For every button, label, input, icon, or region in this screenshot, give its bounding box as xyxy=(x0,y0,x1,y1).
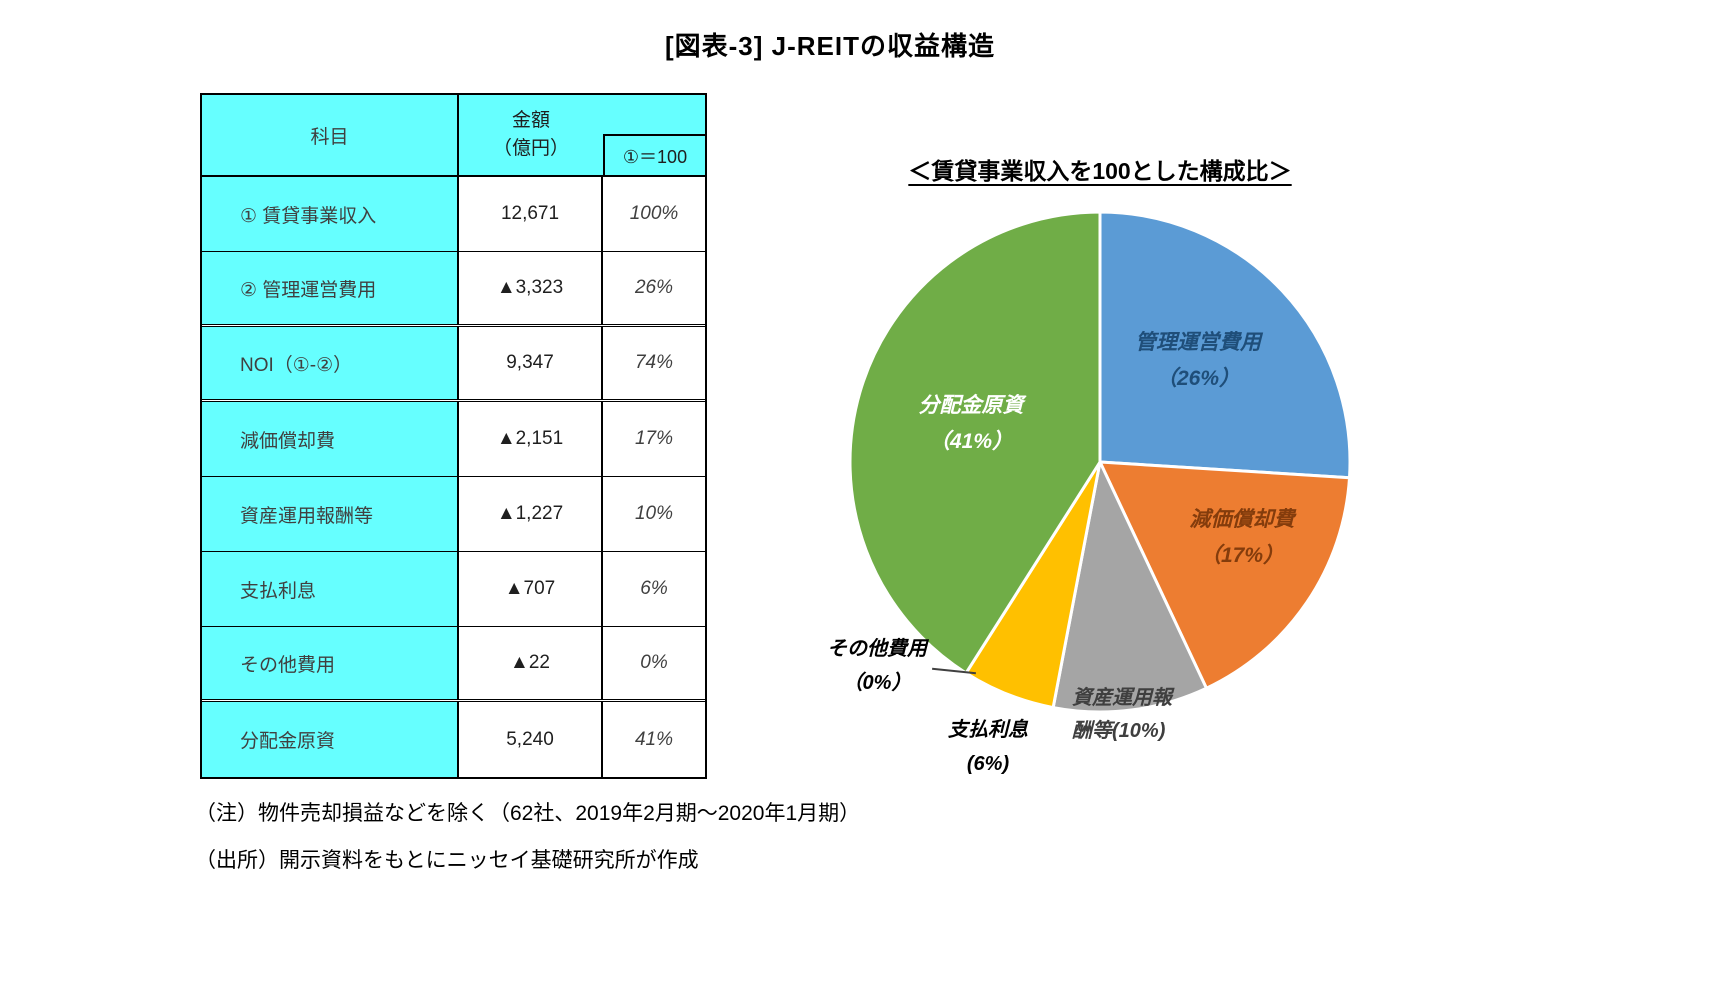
table-header-row: 科目 金額 （億円） ①＝100 xyxy=(202,95,705,177)
table-row-noi: NOI（①-②） 9,347 74% xyxy=(202,327,705,402)
pie-label-other-cost: その他費用 （0%） xyxy=(812,632,942,700)
income-structure-table: 科目 金額 （億円） ①＝100 ① 賃貸事業収入 12,671 100% ② … xyxy=(200,93,707,779)
row-label: 資産運用報酬等 xyxy=(202,477,459,551)
note-scope: （注）物件売却損益などを除く（62社、2019年2月期～2020年1月期） xyxy=(195,802,861,825)
row-ratio: 41% xyxy=(603,702,705,777)
header-index-cell: ①＝100 xyxy=(603,95,705,175)
pie-label-management-cost: 管理運営費用 （26%） xyxy=(1118,325,1278,396)
header-amount: 金額 （億円） xyxy=(459,95,603,175)
pie-label-distribution: 分配金原資 （41%） xyxy=(891,388,1051,459)
row-label: 分配金原資 xyxy=(202,702,459,777)
row-label: 支払利息 xyxy=(202,552,459,626)
header-item: 科目 xyxy=(202,95,459,175)
table-row-depreciation: 減価償却費 ▲2,151 17% xyxy=(202,402,705,477)
pie-slice-2 xyxy=(1051,460,1208,714)
row-ratio: 100% xyxy=(603,177,705,251)
row-label: 減価償却費 xyxy=(202,402,459,476)
table-row-interest: 支払利息 ▲707 6% xyxy=(202,552,705,627)
table-row-asset-mgmt-fee: 資産運用報酬等 ▲1,227 10% xyxy=(202,477,705,552)
row-amount: 5,240 xyxy=(459,702,603,777)
pie-label-name: 管理運営費用 xyxy=(1135,331,1261,354)
row-ratio: 26% xyxy=(603,252,705,324)
pie-label-pct: (6%) xyxy=(966,753,1010,775)
pie-label-depreciation: 減価償却費 （17%） xyxy=(1162,502,1322,573)
pie-label-pct: （26%） xyxy=(1155,366,1241,390)
row-ratio: 0% xyxy=(603,627,705,699)
pie-chart-panel: ＜賃貸事業収入を100とした構成比＞ 管理運営費用 （26%） 減価償却費 （1… xyxy=(790,140,1410,860)
pie-label-name: 資産運用報酬等 xyxy=(1072,687,1172,742)
row-ratio: 17% xyxy=(603,402,705,476)
row-ratio: 10% xyxy=(603,477,705,551)
row-label: ① 賃貸事業収入 xyxy=(202,177,459,251)
page-title: [図表-3] J-REITの収益構造 xyxy=(664,31,995,61)
pie-label-name: その他費用 xyxy=(827,638,927,660)
header-amount-line1: 金額 xyxy=(511,109,550,131)
row-amount: ▲707 xyxy=(459,552,603,626)
pie-label-pct: （41%） xyxy=(928,429,1014,453)
pie-label-pct: （17%） xyxy=(1199,543,1285,567)
table-row-other-cost: その他費用 ▲22 0% xyxy=(202,627,705,702)
row-amount: 12,671 xyxy=(459,177,603,251)
pie-label-pct: (10%) xyxy=(1112,720,1166,742)
pie-label-pct: （0%） xyxy=(842,672,912,694)
pie-slice-0 xyxy=(1098,210,1352,480)
row-label: NOI（①-②） xyxy=(202,327,459,399)
pie-label-name: 分配金原資 xyxy=(918,394,1024,417)
header-amount-line2: （億円） xyxy=(492,138,569,159)
pie-slice-5 xyxy=(848,210,1102,675)
table-row-management-cost: ② 管理運営費用 ▲3,323 26% xyxy=(202,252,705,327)
pie-label-name: 支払利息 xyxy=(948,719,1028,741)
pie-label-asset-mgmt-fee: 資産運用報酬等(10%) xyxy=(1072,682,1180,748)
header-index-label: ①＝100 xyxy=(603,134,705,175)
row-ratio: 74% xyxy=(603,327,705,399)
pie-slice-1 xyxy=(1098,460,1352,690)
pie-chart-title: ＜賃貸事業収入を100とした構成比＞ xyxy=(908,158,1292,184)
row-amount: ▲2,151 xyxy=(459,402,603,476)
row-amount: 9,347 xyxy=(459,327,603,399)
pie-chart xyxy=(848,210,1352,714)
table-row-rental-income: ① 賃貸事業収入 12,671 100% xyxy=(202,177,705,252)
pie-label-interest: 支払利息 (6%) xyxy=(928,713,1048,781)
row-amount: ▲1,227 xyxy=(459,477,603,551)
row-ratio: 6% xyxy=(603,552,705,626)
row-amount: ▲3,323 xyxy=(459,252,603,324)
row-amount: ▲22 xyxy=(459,627,603,699)
note-source: （出所）開示資料をもとにニッセイ基礎研究所が作成 xyxy=(195,849,699,872)
table-row-distribution: 分配金原資 5,240 41% xyxy=(202,702,705,777)
row-label: ② 管理運営費用 xyxy=(202,252,459,324)
row-label: その他費用 xyxy=(202,627,459,699)
pie-label-name: 減価償却費 xyxy=(1189,508,1295,531)
